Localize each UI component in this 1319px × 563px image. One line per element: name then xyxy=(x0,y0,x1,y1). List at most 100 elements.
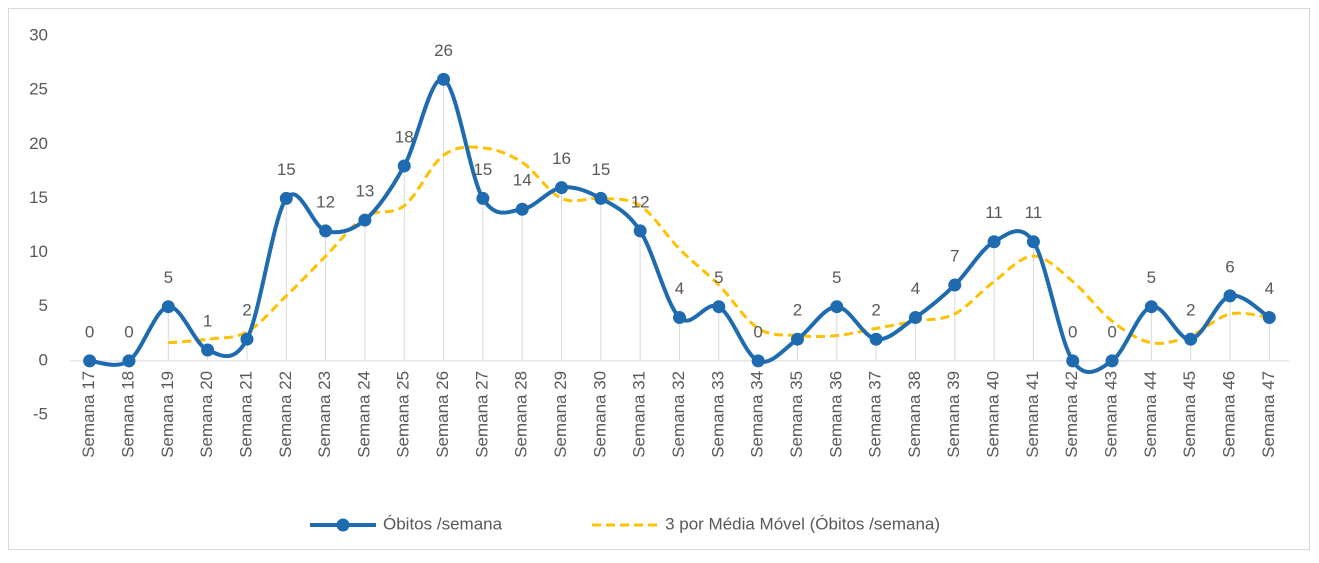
marker xyxy=(751,354,765,368)
data-label: 1 xyxy=(203,312,212,331)
x-tick-label: Semana 29 xyxy=(551,371,570,458)
x-tick-label: Semana 32 xyxy=(669,371,688,458)
x-tick-label: Semana 42 xyxy=(1062,371,1081,458)
x-tick-label: Semana 26 xyxy=(433,371,452,458)
y-tick-label: 0 xyxy=(39,350,48,369)
data-label: 5 xyxy=(1147,268,1156,287)
marker xyxy=(1144,300,1158,314)
marker xyxy=(83,354,97,368)
x-tick-label: Semana 38 xyxy=(905,371,924,458)
marker xyxy=(122,354,136,368)
data-label: 0 xyxy=(1068,322,1077,341)
data-label: 5 xyxy=(164,268,173,287)
y-tick-label: 20 xyxy=(29,134,48,153)
x-tick-label: Semana 35 xyxy=(787,371,806,458)
marker xyxy=(515,202,529,216)
marker xyxy=(1262,311,1276,325)
marker xyxy=(240,332,254,346)
x-tick-label: Semana 45 xyxy=(1180,371,1199,458)
x-tick-label: Semana 18 xyxy=(118,371,137,458)
data-label: 4 xyxy=(1265,279,1274,298)
marker xyxy=(1105,354,1119,368)
data-label: 16 xyxy=(552,149,571,168)
y-tick-label: 30 xyxy=(29,25,48,44)
x-tick-label: Semana 21 xyxy=(236,371,255,458)
data-label: 4 xyxy=(911,279,920,298)
marker xyxy=(1066,354,1080,368)
x-tick-label: Semana 20 xyxy=(197,371,216,458)
data-label: 13 xyxy=(355,182,374,201)
marker xyxy=(633,224,647,238)
data-label: 12 xyxy=(316,192,335,211)
x-tick-label: Semana 30 xyxy=(590,371,609,458)
marker xyxy=(790,332,804,346)
marker xyxy=(476,191,490,205)
x-tick-label: Semana 44 xyxy=(1141,371,1160,458)
marker xyxy=(908,311,922,325)
marker xyxy=(397,159,411,173)
data-label: 2 xyxy=(1186,301,1195,320)
y-tick-label: 5 xyxy=(39,296,48,315)
x-tick-label: Semana 40 xyxy=(984,371,1003,458)
x-tick-label: Semana 33 xyxy=(708,371,727,458)
x-tick-label: Semana 36 xyxy=(826,371,845,458)
marker xyxy=(319,224,333,238)
marker xyxy=(555,181,569,195)
data-label: 5 xyxy=(714,268,723,287)
y-tick-label: 25 xyxy=(29,80,48,99)
x-tick-label: Semana 24 xyxy=(354,371,373,458)
data-label: 0 xyxy=(753,322,762,341)
marker xyxy=(279,191,293,205)
x-tick-label: Semana 31 xyxy=(630,371,649,458)
data-label: 2 xyxy=(242,301,251,320)
marker xyxy=(712,300,726,314)
x-tick-label: Semana 19 xyxy=(158,371,177,458)
data-label: 2 xyxy=(871,301,880,320)
data-label: 7 xyxy=(950,247,959,266)
x-tick-label: Semana 41 xyxy=(1023,371,1042,458)
x-tick-label: Semana 39 xyxy=(944,371,963,458)
marker xyxy=(1223,289,1237,303)
data-label: 15 xyxy=(473,160,492,179)
data-label: 18 xyxy=(395,127,414,146)
data-label: 2 xyxy=(793,301,802,320)
x-tick-label: Semana 28 xyxy=(512,371,531,458)
data-label: 12 xyxy=(631,192,650,211)
y-tick-label: 10 xyxy=(29,242,48,261)
x-tick-label: Semana 27 xyxy=(472,371,491,458)
data-label: 0 xyxy=(85,322,94,341)
marker xyxy=(673,311,686,325)
data-label: 4 xyxy=(675,279,684,298)
x-tick-label: Semana 37 xyxy=(866,371,885,458)
data-label: 15 xyxy=(591,160,610,179)
marker xyxy=(948,278,962,292)
data-label: 11 xyxy=(985,203,1003,222)
x-tick-label: Semana 25 xyxy=(394,371,413,458)
data-label: 0 xyxy=(1107,322,1116,341)
data-label: 11 xyxy=(1025,203,1043,222)
legend-label: Óbitos /semana xyxy=(383,514,503,533)
marker xyxy=(1026,235,1040,249)
data-label: 6 xyxy=(1225,257,1234,276)
marker xyxy=(987,235,1001,249)
x-tick-label: Semana 22 xyxy=(276,371,295,458)
marker xyxy=(594,191,608,205)
y-tick-label: -5 xyxy=(33,404,48,423)
marker xyxy=(161,300,175,314)
data-label: 26 xyxy=(434,41,453,60)
data-label: 5 xyxy=(832,268,841,287)
x-tick-label: Semana 43 xyxy=(1102,371,1121,458)
y-tick-label: 15 xyxy=(29,188,48,207)
x-tick-label: Semana 46 xyxy=(1220,371,1239,458)
x-tick-label: Semana 47 xyxy=(1259,371,1278,458)
legend-marker xyxy=(336,518,350,532)
marker xyxy=(201,343,215,357)
legend-label: 3 por Média Móvel (Óbitos /semana) xyxy=(665,514,940,533)
marker xyxy=(869,332,883,346)
data-label: 14 xyxy=(513,171,532,190)
marker xyxy=(830,300,844,314)
marker xyxy=(358,213,372,227)
data-label: 15 xyxy=(277,160,296,179)
marker xyxy=(437,72,451,86)
